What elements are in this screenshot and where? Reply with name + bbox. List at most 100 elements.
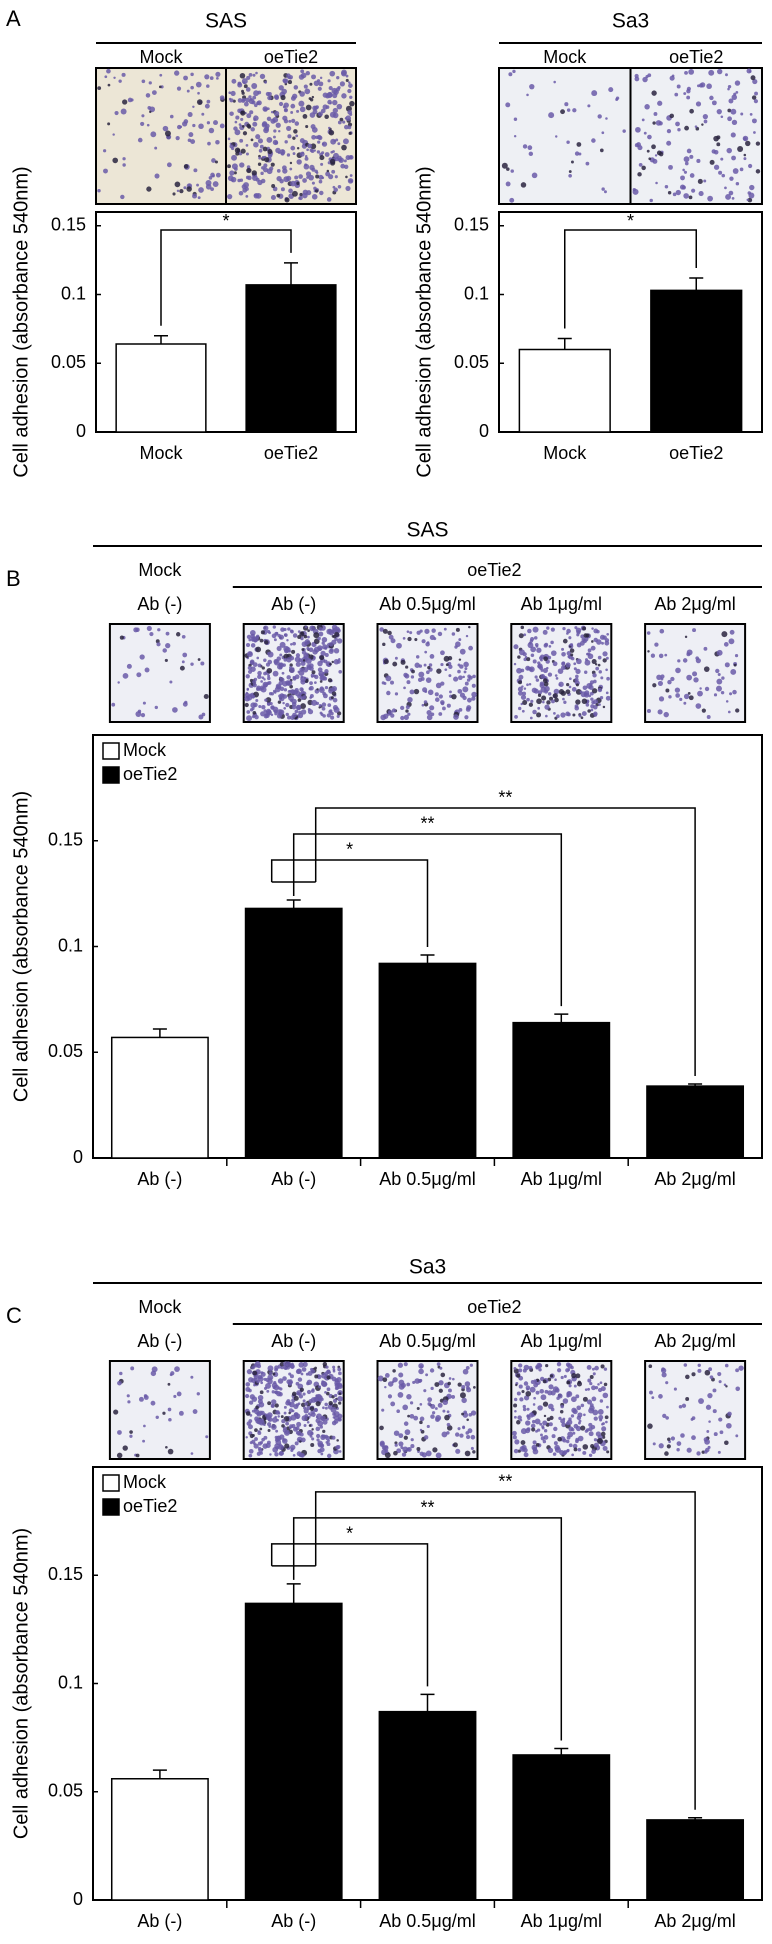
- cell: [558, 1416, 562, 1421]
- cell: [302, 659, 306, 662]
- cell: [249, 1433, 254, 1439]
- cell: [227, 164, 231, 169]
- cell: [577, 1412, 583, 1418]
- cell: [505, 102, 511, 108]
- cell: [315, 701, 320, 706]
- cell: [550, 650, 557, 656]
- cell: [149, 632, 154, 637]
- cell: [154, 146, 158, 150]
- micrograph-label: Ab 0.5μg/ml: [379, 1331, 475, 1351]
- cell: [322, 1406, 325, 1410]
- cell: [275, 683, 282, 690]
- cell: [159, 73, 163, 77]
- cell: [581, 698, 588, 704]
- cell: [331, 691, 337, 696]
- micrograph: [644, 1360, 747, 1460]
- cell: [440, 1372, 446, 1378]
- cell: [717, 1450, 721, 1454]
- significance-bracket: [292, 1517, 563, 1741]
- cell: [459, 648, 466, 655]
- cell: [336, 1382, 343, 1388]
- cell: [469, 1363, 473, 1367]
- cell: [318, 111, 323, 117]
- cell: [255, 134, 261, 140]
- cell: [273, 659, 280, 666]
- cell: [267, 95, 272, 101]
- cell: [382, 628, 388, 634]
- cell: [542, 1420, 548, 1426]
- cell: [750, 75, 756, 81]
- cell: [518, 1368, 523, 1373]
- cell: [318, 627, 323, 631]
- cell: [288, 694, 294, 701]
- cell: [248, 1400, 254, 1405]
- cell: [245, 1382, 251, 1387]
- cell: [246, 687, 250, 691]
- cell: [694, 125, 698, 128]
- cell: [569, 677, 572, 681]
- cell: [276, 1418, 279, 1422]
- cell: [434, 1382, 440, 1388]
- cell: [730, 108, 737, 115]
- cell: [282, 701, 285, 705]
- cell: [657, 709, 663, 715]
- cell: [576, 642, 582, 648]
- cell: [690, 1417, 694, 1421]
- cell: [588, 1453, 593, 1457]
- legend-swatch: [102, 1498, 120, 1516]
- cell: [457, 669, 461, 674]
- cell: [245, 97, 250, 103]
- cell: [597, 687, 603, 693]
- cell: [277, 700, 282, 704]
- cell: [165, 631, 170, 636]
- cell: [348, 155, 354, 160]
- cell: [190, 1452, 194, 1455]
- cell: [256, 1451, 261, 1456]
- cell: [279, 653, 283, 657]
- cell: [652, 683, 657, 688]
- cell: [247, 175, 252, 181]
- cell: [591, 1449, 596, 1454]
- significance-label: **: [420, 1498, 434, 1518]
- cell: [647, 73, 652, 78]
- cell: [455, 1448, 461, 1454]
- cell: [245, 691, 249, 695]
- cell: [377, 1375, 384, 1382]
- cell: [309, 663, 314, 669]
- cell: [308, 1424, 312, 1427]
- cell: [681, 1403, 687, 1408]
- cell: [190, 1375, 194, 1379]
- cell: [347, 88, 352, 94]
- cell: [709, 95, 714, 101]
- cell: [706, 83, 712, 90]
- cell: [252, 95, 257, 100]
- cell: [182, 652, 188, 658]
- cell: [578, 714, 582, 718]
- cell: [301, 1367, 307, 1372]
- cell: [424, 650, 428, 654]
- cell: [675, 693, 680, 698]
- cell: [535, 1429, 538, 1433]
- cell: [227, 137, 231, 141]
- cell: [276, 1435, 281, 1441]
- cell: [576, 142, 582, 147]
- cell: [165, 1445, 168, 1449]
- cell: [274, 1390, 279, 1395]
- cell: [229, 144, 234, 149]
- cell: [264, 80, 267, 84]
- cell: [603, 190, 607, 194]
- cell: [200, 661, 205, 666]
- cells: [113, 1366, 209, 1459]
- cell: [138, 1396, 144, 1402]
- cell: [290, 1364, 295, 1369]
- cell: [414, 662, 420, 668]
- cell: [553, 80, 556, 84]
- cell: [425, 1373, 429, 1377]
- cell: [174, 70, 180, 76]
- cell: [553, 688, 560, 695]
- cell: [585, 658, 588, 662]
- cell: [583, 1413, 586, 1417]
- cell: [536, 712, 542, 718]
- cell: [326, 92, 333, 99]
- cell: [695, 703, 702, 709]
